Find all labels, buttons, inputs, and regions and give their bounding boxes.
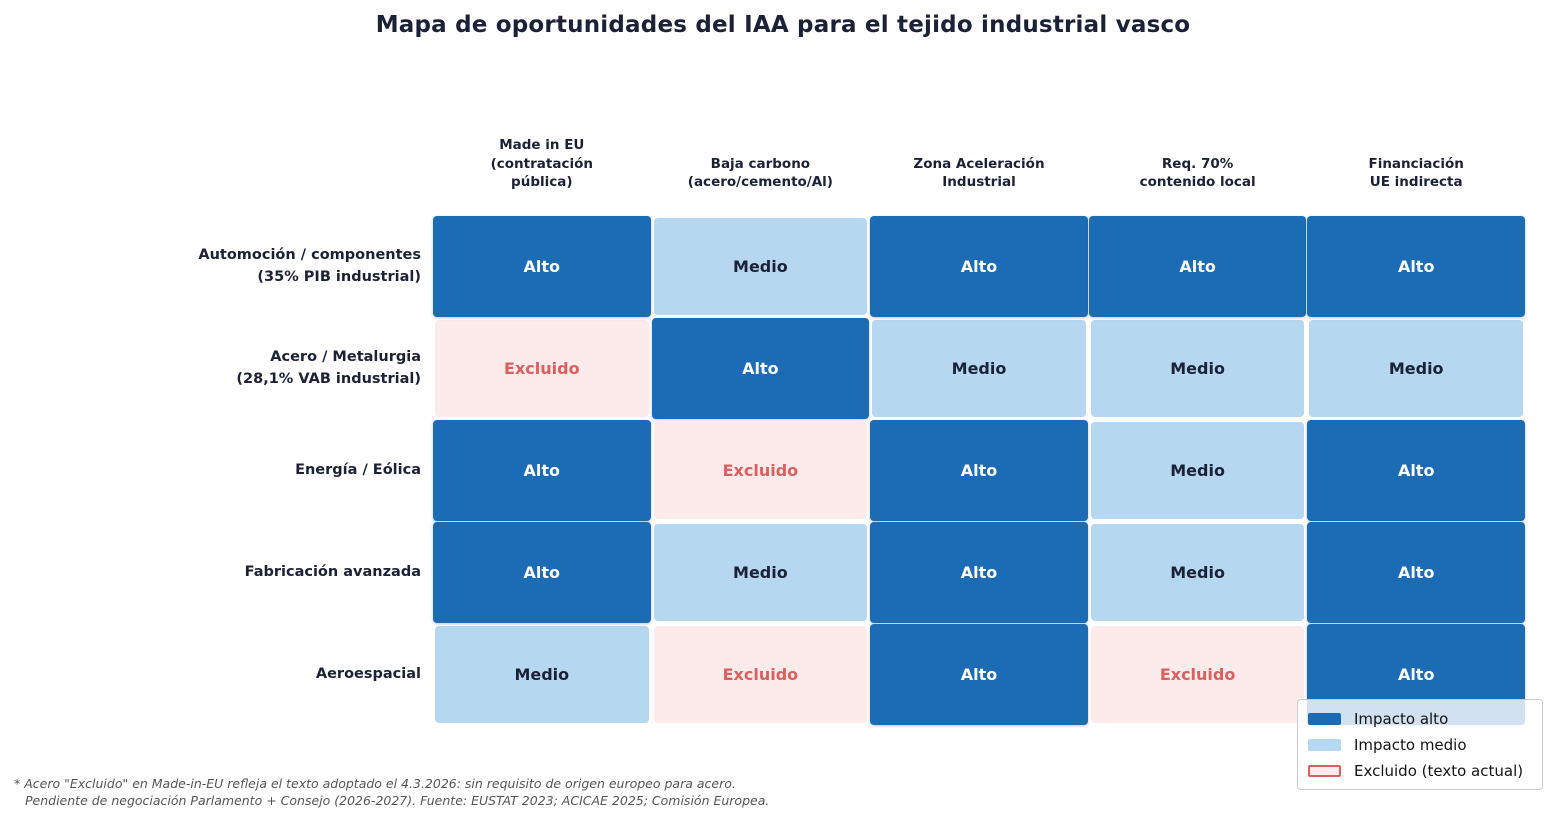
heatmap-cell: Excluido	[653, 422, 868, 519]
heatmap-cell: Medio	[872, 320, 1086, 417]
impacto-alto-swatch-icon	[1308, 712, 1341, 725]
row-labels: Automoción / componentes (35% PIB indust…	[0, 218, 421, 723]
column-headers: Made in EU (contratación pública) Baja ca…	[435, 90, 1523, 192]
heatmap-cell: Excluido	[435, 320, 649, 417]
row-label: Acero / Metalurgia (28,1% VAB industrial…	[236, 349, 421, 387]
heatmap-cell: Alto	[870, 216, 1088, 317]
legend-item-label: Excluido (texto actual)	[1354, 761, 1524, 780]
excluido-swatch-icon	[1308, 764, 1341, 777]
heatmap-cell: Alto	[870, 624, 1088, 725]
heatmap-cell: Alto	[433, 420, 651, 521]
heatmap-cell: Excluido	[653, 626, 868, 723]
column-header: Req. 70% contenido local	[1139, 155, 1256, 191]
footnote-line-2: Pendiente de negociación Parlamento + Co…	[25, 792, 770, 808]
heatmap-cell: Alto	[651, 318, 870, 419]
legend: Impacto alto Impacto medio Excluido (tex…	[1297, 699, 1543, 790]
legend-item-label: Impacto medio	[1354, 735, 1467, 754]
heatmap-cell: Medio	[1090, 524, 1305, 621]
heatmap-cell: Excluido	[1090, 626, 1305, 723]
column-header: Financiación UE indirecta	[1368, 155, 1464, 191]
heatmap-cell: Alto	[1307, 216, 1525, 317]
heatmap-cell: Alto	[1307, 522, 1525, 623]
column-header: Made in EU (contratación pública)	[490, 137, 593, 191]
heatmap-cell: Medio	[1090, 422, 1305, 519]
heatmap-cell: Medio	[653, 218, 868, 315]
column-header: Zona Aceleración Industrial	[913, 155, 1045, 191]
heatmap-cell: Alto	[1088, 216, 1307, 317]
heatmap-cell: Medio	[1090, 320, 1305, 417]
heatmap-cell: Medio	[1309, 320, 1523, 417]
chart-title: Mapa de oportunidades del IAA para el te…	[375, 12, 1191, 38]
legend-item-impacto-medio: Impacto medio	[1308, 734, 1532, 755]
legend-item-impacto-alto: Impacto alto	[1308, 708, 1532, 729]
row-label: Automoción / componentes (35% PIB indust…	[198, 247, 421, 285]
legend-item-label: Impacto alto	[1354, 709, 1449, 728]
footnote-line-1: * Acero "Excluido" en Made-in-EU refleja…	[14, 776, 736, 791]
heatmap-cell: Alto	[870, 420, 1088, 521]
heatmap-cell: Medio	[435, 626, 649, 723]
row-label: Aeroespacial	[315, 665, 421, 682]
heatmap-cell: Alto	[1307, 420, 1525, 521]
heatmap-cell: Alto	[433, 522, 651, 623]
column-header: Baja carbono (acero/cemento/Al)	[687, 155, 833, 191]
row-label: Fabricación avanzada	[244, 563, 421, 580]
row-label: Energía / Eólica	[295, 461, 421, 478]
heatmap-cell: Alto	[870, 522, 1088, 623]
footnote: * Acero "Excluido" en Made-in-EU refleja…	[14, 776, 769, 809]
heatmap-grid: Alto Medio Alto Alto Alto Excluido Alto Medio Me…	[433, 216, 1525, 725]
heatmap-cell: Alto	[433, 216, 651, 317]
heatmap-cell: Medio	[653, 524, 868, 621]
legend-item-excluido: Excluido (texto actual)	[1308, 760, 1532, 781]
impacto-medio-swatch-icon	[1308, 738, 1341, 751]
